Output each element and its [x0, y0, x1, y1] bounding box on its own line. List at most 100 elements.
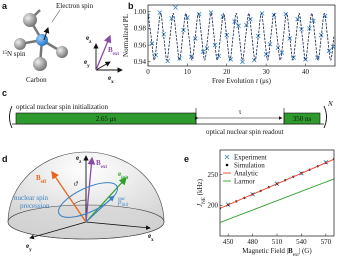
data-point: [303, 57, 308, 62]
einit-label: einit: [118, 170, 129, 181]
series-line: [220, 158, 334, 209]
data-point: [169, 16, 174, 21]
label-part: e: [108, 74, 111, 82]
n-spin-label: 15N spin: [2, 50, 26, 58]
y-tick-label: 0.98: [134, 25, 147, 33]
panel-label: d: [2, 154, 8, 164]
label-part: B: [36, 174, 41, 182]
label-part: (kHz): [196, 178, 204, 197]
series-line: [220, 178, 334, 223]
timeline: [9, 105, 327, 129]
plot-frame: [219, 149, 335, 237]
label-part: B: [108, 46, 113, 54]
plot: 0 10 20 30 40 0.94 0.96 0.98 1.00: [134, 4, 336, 76]
label-part: ext: [101, 165, 108, 170]
x-tick-label: 570: [321, 238, 332, 246]
label-part: B: [96, 159, 101, 167]
panel-label: c: [2, 88, 7, 98]
axes-a: [93, 34, 123, 73]
y-tick-label: 200: [208, 202, 219, 210]
theta-label: ϑ: [74, 180, 78, 188]
label-part: J: [196, 203, 204, 207]
label-part: e: [118, 170, 121, 178]
data-point: [204, 46, 210, 51]
legend-label: Simulation: [234, 161, 265, 169]
readout-duration: 350 ns: [293, 115, 312, 123]
label-part: ext: [113, 52, 120, 57]
beff-label: Beff: [36, 174, 47, 185]
x-tick-label: 40: [302, 68, 310, 76]
data-point: [311, 18, 316, 24]
y-axis-label: JNE (kHz): [196, 178, 207, 207]
label-part: NE: [202, 197, 207, 204]
data-point: [153, 52, 159, 58]
y-tick-label: 250: [208, 171, 219, 179]
precession-label: nuclear spin precession: [14, 194, 50, 210]
label-part: Magnetic Field |: [242, 247, 288, 255]
y-tick-label: 0.96: [134, 41, 147, 49]
label-part: e: [26, 242, 29, 250]
panel-label: a: [2, 1, 8, 11]
x-tick-label: 20: [223, 68, 231, 76]
ez-label: ez: [76, 154, 82, 165]
legend-swatch: [224, 154, 230, 160]
data-point: [240, 59, 245, 65]
label-part: z: [89, 40, 92, 45]
label-part: init: [121, 176, 129, 181]
ex-label: ex: [148, 232, 154, 243]
x-tick-label: 0: [146, 68, 150, 76]
bext-label: Bext: [108, 46, 119, 57]
data-point: [259, 11, 265, 16]
label-part: precession: [20, 202, 50, 210]
carbon-label: Carbon: [26, 76, 47, 84]
x-tick-label: 450: [223, 238, 234, 246]
x-axis-label: Free Evolution τ (μs): [212, 77, 272, 85]
label-part: 15: [2, 51, 8, 56]
ez-label: ez: [86, 34, 92, 45]
plot: 450 480 510 540 570 200 250 ExperimentSimulatio…: [208, 149, 335, 246]
legend-label: Experiment: [234, 153, 267, 161]
data-point: [232, 19, 237, 24]
data-point: [330, 44, 335, 50]
data-point: [244, 22, 249, 28]
label-part: ext: [293, 253, 300, 257]
bext-label: Bext: [96, 159, 107, 170]
data-point: [208, 10, 214, 15]
label-part: y: [87, 64, 90, 69]
y-axis-label: Normalized PL: [122, 14, 130, 57]
data-point: [148, 13, 151, 19]
label-part: y: [29, 248, 32, 253]
electron-spin-label: Electron spin: [56, 2, 94, 10]
init-label: optical nuclear spin initialization: [16, 103, 108, 111]
x-tick-label: 480: [247, 238, 258, 246]
legend-swatch: [225, 163, 229, 167]
data-point: [173, 5, 178, 10]
label-part: e: [86, 34, 89, 42]
x-tick-label: 510: [272, 238, 283, 246]
label-part: x: [111, 80, 114, 85]
x-tick-label: 30: [263, 68, 271, 76]
label-part: e: [148, 232, 151, 240]
series-line: [148, 12, 335, 61]
label-part: p: [117, 198, 122, 206]
data-point: [271, 12, 277, 18]
label-part: Free Evolution: [212, 77, 256, 85]
label-part: e: [84, 58, 87, 66]
label-part: Normalized PL: [122, 14, 130, 57]
tau-label: τ: [239, 108, 242, 116]
data-point: [216, 53, 222, 59]
x-tick-label: 540: [296, 238, 307, 246]
label-part: z: [79, 160, 82, 165]
label-part: (μs): [258, 77, 272, 85]
data-point: [185, 15, 190, 20]
data-point: [200, 49, 206, 55]
panel-label: e: [184, 154, 189, 164]
x-axis-label: Magnetic Field |Bext| (G): [242, 247, 312, 257]
legend-label: Larmor: [234, 177, 256, 185]
ex-label: ex: [108, 74, 114, 85]
label-part: e: [76, 154, 79, 162]
label-part: N spin: [7, 50, 26, 58]
y-tick-label: 1.00: [134, 8, 147, 16]
data-point: [157, 10, 163, 15]
